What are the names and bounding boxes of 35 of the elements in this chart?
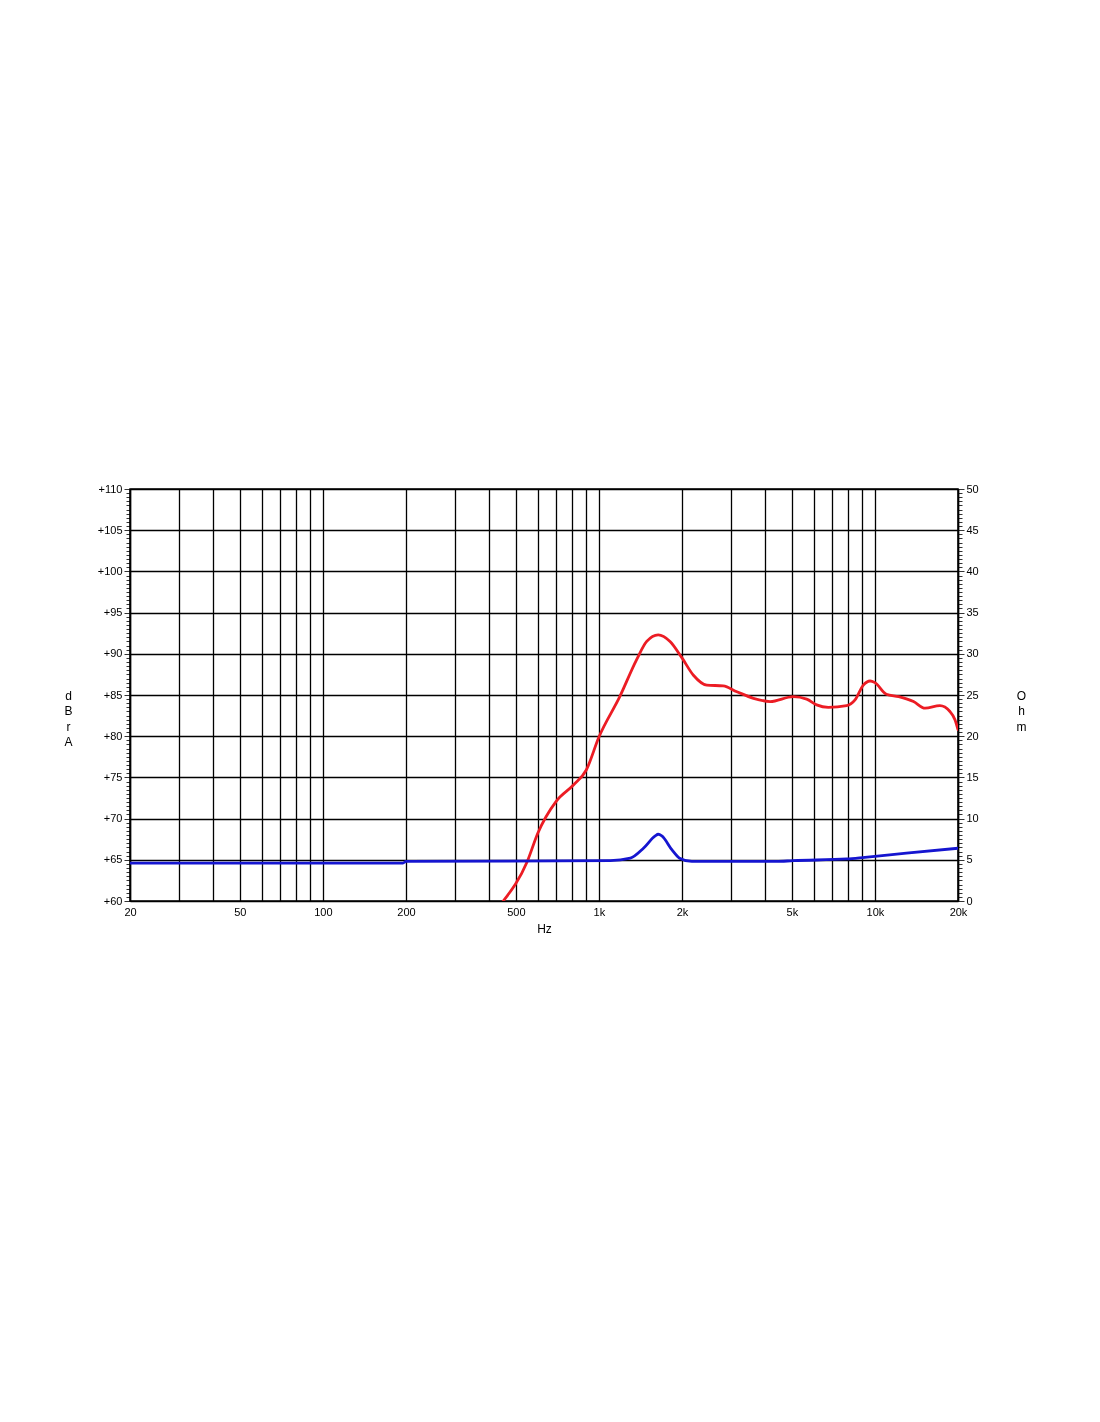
y2-tick-label: 35 <box>966 606 979 619</box>
y-tick-label: +85 <box>103 688 123 701</box>
y-axis-title: dBr A <box>64 688 73 749</box>
x-tick-label: 200 <box>397 905 416 918</box>
y2-axis-title: Ohm <box>1016 688 1027 734</box>
y2-tick-label: 25 <box>966 688 979 701</box>
y2-tick-label: 0 <box>966 894 973 907</box>
y2-tick-label: 15 <box>966 770 979 783</box>
x-tick-label: 1k <box>593 905 606 918</box>
y2-tick-label: 10 <box>966 812 979 825</box>
y-tick-label: +100 <box>97 564 123 577</box>
x-tick-label: 20k <box>949 905 968 918</box>
y-tick-label: +105 <box>97 523 123 536</box>
y2-tick-label: 20 <box>966 729 979 742</box>
y-tick-label: +65 <box>103 853 123 866</box>
x-tick-label: 20 <box>124 905 137 918</box>
y-tick-label: +80 <box>103 729 123 742</box>
y-tick-label: +110 <box>98 482 123 495</box>
y-tick-label: +70 <box>103 812 123 825</box>
x-tick-label: 100 <box>314 905 333 918</box>
x-tick-label: 500 <box>507 905 526 918</box>
y-tick-label: +75 <box>103 770 123 783</box>
y2-tick-label: 50 <box>966 482 979 495</box>
y-tick-label: +90 <box>103 647 123 660</box>
y-tick-label: +60 <box>103 894 123 907</box>
y2-tick-label: 5 <box>966 853 973 866</box>
x-axis-title: Hz <box>537 921 552 936</box>
x-tick-label: 50 <box>234 905 247 918</box>
y2-tick-label: 45 <box>966 523 979 536</box>
x-tick-label: 5k <box>786 905 799 918</box>
y2-tick-label: 30 <box>966 647 979 660</box>
y2-tick-label: 40 <box>966 564 979 577</box>
y-tick-label: +95 <box>103 606 123 619</box>
x-tick-label: 2k <box>676 905 689 918</box>
x-tick-label: 10k <box>866 905 885 918</box>
